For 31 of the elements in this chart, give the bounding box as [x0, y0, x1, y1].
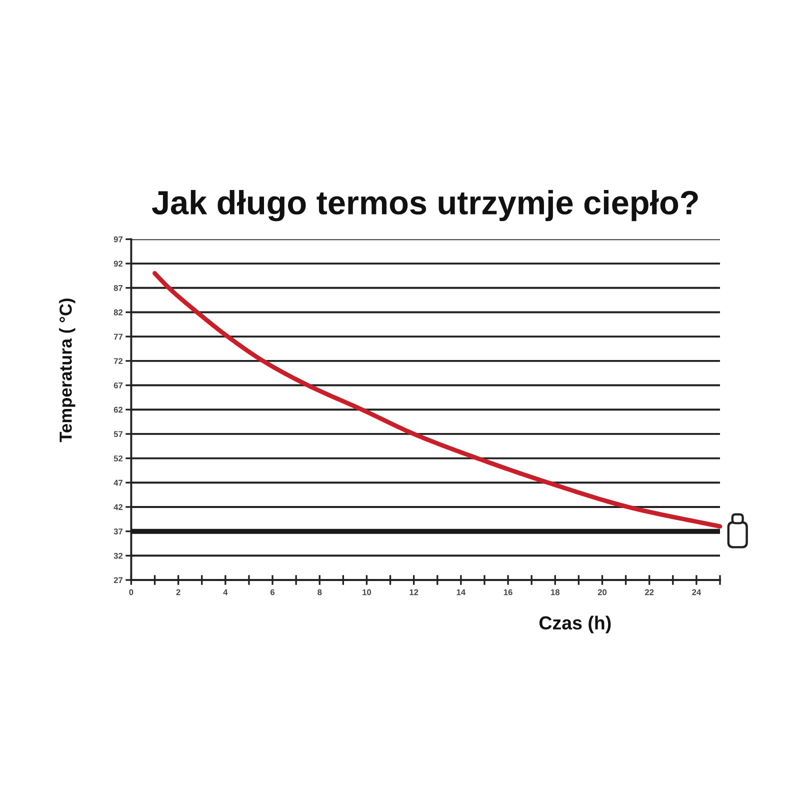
y-tick-label: 77: [114, 334, 122, 340]
x-tick-label: 10: [362, 589, 372, 596]
y-tick-label: 67: [114, 382, 122, 388]
x-tick-label: 20: [598, 589, 607, 596]
y-tick-label: 47: [114, 480, 122, 486]
x-tick-label: 22: [645, 589, 654, 596]
x-tick-label: 12: [410, 589, 418, 596]
x-tick-label: 2: [176, 589, 180, 596]
x-tick-label: 6: [270, 589, 275, 596]
y-tick-label: 57: [114, 431, 122, 438]
x-axis-title: Czas (h): [539, 616, 611, 634]
chart-title: Jak długo termos utrzymje ciepło?: [152, 190, 698, 222]
y-tick-label: 37: [114, 528, 122, 534]
y-tick-label: 52: [114, 455, 123, 462]
y-tick-label: 87: [114, 285, 122, 291]
y-tick-label: 97: [114, 236, 122, 242]
x-tick-label: 4: [223, 589, 228, 596]
y-tick-label: 92: [114, 260, 123, 267]
y-tick-label: 32: [114, 552, 123, 559]
y-tick-label: 72: [114, 358, 123, 364]
x-tick-label: 14: [456, 589, 466, 596]
y-tick-label: 42: [114, 504, 123, 510]
x-tick-label: 0: [129, 589, 134, 596]
y-tick-label: 62: [114, 406, 123, 413]
y-axis-title: Temperatura ( °C): [59, 298, 76, 442]
x-tick-label: 24: [692, 589, 702, 596]
x-tick-label: 8: [318, 589, 322, 596]
y-tick-label: 82: [114, 309, 123, 316]
x-tick-label: 16: [504, 589, 512, 596]
x-tick-label: 18: [551, 589, 560, 596]
y-tick-label: 27: [114, 577, 122, 584]
